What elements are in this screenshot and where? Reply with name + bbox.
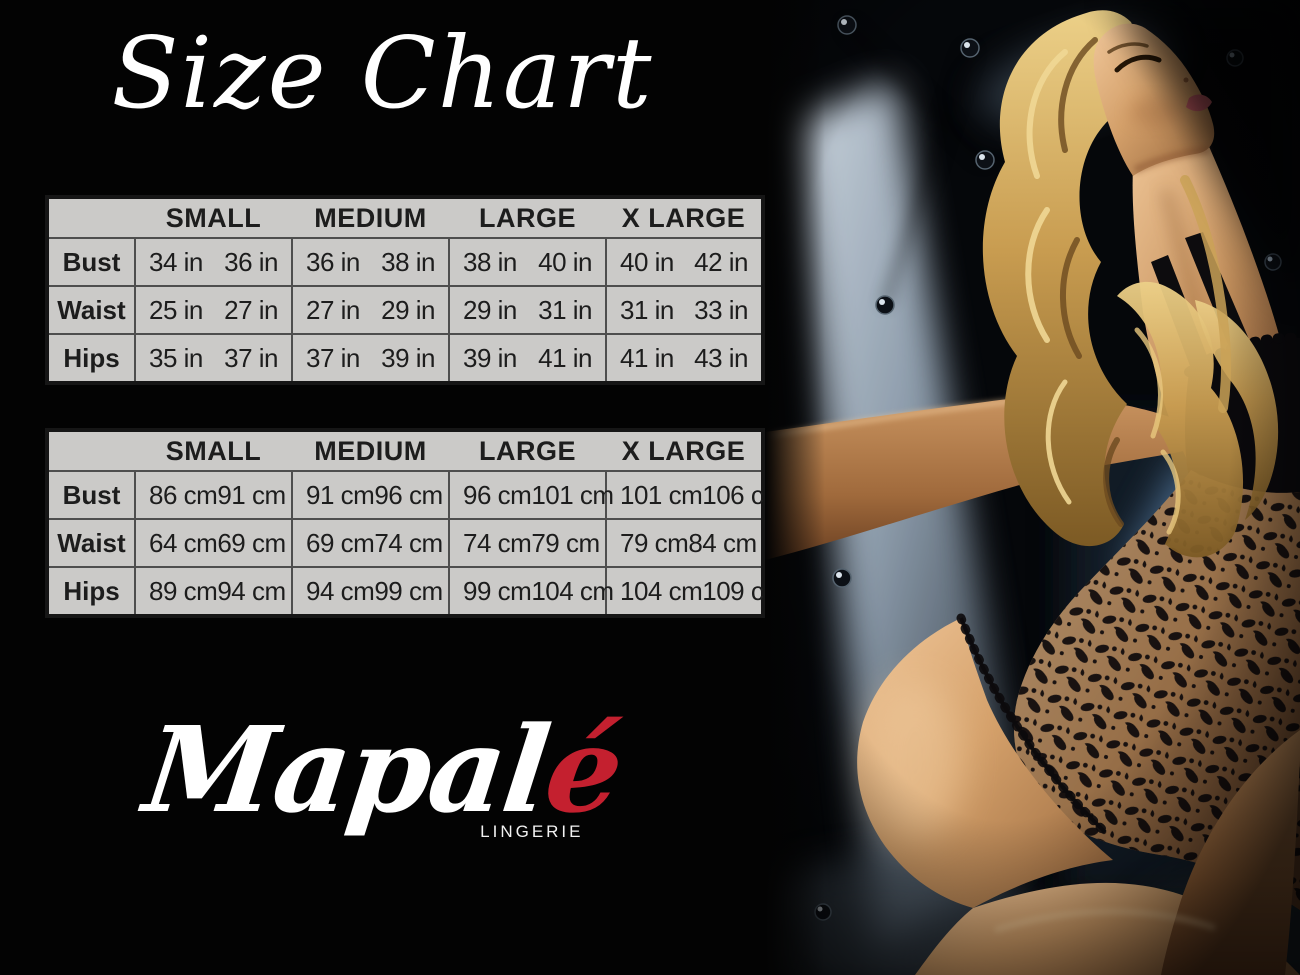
size-value: 37 in: [306, 342, 360, 373]
size-value: 94 cm: [217, 575, 286, 606]
size-value: 38 in: [463, 246, 517, 277]
table-row-hips: Hips 35 in 37 in 37 in 39 in 39 in 41 in 41…: [46, 333, 764, 384]
size-col-header-small: SMALL: [135, 430, 292, 472]
size-value: 79 cm: [620, 527, 689, 558]
size-value: 40 in: [620, 246, 674, 277]
size-col-header-medium: MEDIUM: [292, 430, 449, 472]
size-value: 34 in: [149, 246, 203, 277]
row-label: Bust: [46, 470, 136, 520]
row-label: Hips: [46, 333, 136, 384]
table-row-bust: Bust 34 in 36 in 36 in 38 in 38 in 40 in 40…: [46, 237, 764, 287]
size-value: 64 cm: [149, 527, 218, 558]
size-value: 69 cm: [217, 527, 286, 558]
size-value: 94 cm: [306, 575, 375, 606]
size-value: 27 in: [306, 294, 360, 325]
size-value: 29 in: [463, 294, 517, 325]
size-value: 42 in: [694, 246, 748, 277]
size-value: 37 in: [224, 342, 278, 373]
size-header-row: SMALL MEDIUM LARGE X LARGE: [47, 197, 763, 239]
size-chart-panel: Size Chart SMALL MEDIUM LARGE X LARGE Bu…: [0, 17, 786, 842]
size-value: 99 cm: [463, 575, 532, 606]
row-label: Hips: [46, 566, 136, 617]
size-value: 39 in: [463, 342, 517, 373]
size-table-inches: SMALL MEDIUM LARGE X LARGE Bust 34 in 36 …: [45, 195, 765, 385]
size-value: 31 in: [620, 294, 674, 325]
size-value: 84 cm: [688, 527, 757, 558]
size-value: 35 in: [149, 342, 203, 373]
size-value: 74 cm: [374, 527, 443, 558]
size-value: 91 cm: [306, 479, 375, 510]
brand-logo: Mapalé LINGERIE: [0, 700, 765, 842]
table-row-bust: Bust 86 cm 91 cm 91 cm 96 cm 96 cm 101 cm 1…: [46, 470, 785, 520]
size-col-header-large: LARGE: [449, 430, 606, 472]
size-value: 27 in: [224, 294, 278, 325]
size-value: 29 in: [381, 294, 435, 325]
size-value: 31 in: [538, 294, 592, 325]
size-value: 36 in: [224, 246, 278, 277]
size-value: 36 in: [306, 246, 360, 277]
size-value: 40 in: [538, 246, 592, 277]
corner-cell: [47, 430, 135, 472]
size-value: 74 cm: [463, 527, 532, 558]
size-value: 99 cm: [374, 575, 443, 606]
size-value: 38 in: [381, 246, 435, 277]
corner-cell: [47, 197, 135, 239]
page-title: Size Chart: [111, 17, 654, 131]
table-row-waist: Waist 64 cm 69 cm 69 cm 74 cm 74 cm 79 cm 7…: [46, 518, 764, 568]
size-table-cm: SMALL MEDIUM LARGE X LARGE Bust 86 cm 91 …: [45, 428, 785, 618]
table-row-waist: Waist 25 in 27 in 27 in 29 in 29 in 31 in 3…: [46, 285, 764, 335]
brand-name-text: Mapal: [137, 700, 555, 839]
size-value: 43 in: [694, 342, 748, 373]
size-value: 96 cm: [374, 479, 443, 510]
size-value: 86 cm: [149, 479, 218, 510]
size-value: 96 cm: [463, 479, 532, 510]
table-row-hips: Hips 89 cm 94 cm 94 cm 99 cm 99 cm 104 cm 1…: [46, 566, 785, 617]
size-header-row: SMALL MEDIUM LARGE X LARGE: [47, 430, 763, 472]
size-value: 25 in: [149, 294, 203, 325]
row-label: Bust: [46, 237, 136, 287]
size-value: 91 cm: [217, 479, 286, 510]
size-col-header-xlarge: X LARGE: [606, 430, 763, 472]
size-value: 101 cm: [531, 479, 614, 510]
size-value: 104 cm: [531, 575, 614, 606]
size-value: 41 in: [538, 342, 592, 373]
brand-wordmark: Mapalé: [137, 700, 628, 839]
size-value: 33 in: [694, 294, 748, 325]
size-value: 104 cm: [620, 575, 703, 606]
brand-tagline: LINGERIE: [480, 821, 584, 841]
size-value: 69 cm: [306, 527, 375, 558]
size-col-header-xlarge: X LARGE: [606, 197, 763, 239]
row-label: Waist: [46, 285, 136, 335]
size-value: 79 cm: [531, 527, 600, 558]
row-label: Waist: [46, 518, 136, 568]
size-value: 41 in: [620, 342, 674, 373]
size-col-header-large: LARGE: [449, 197, 606, 239]
size-col-header-medium: MEDIUM: [292, 197, 449, 239]
size-value: 39 in: [381, 342, 435, 373]
size-value: 89 cm: [149, 575, 218, 606]
size-col-header-small: SMALL: [135, 197, 292, 239]
model-photo: [765, 0, 1300, 975]
size-value: 101 cm: [620, 479, 703, 510]
